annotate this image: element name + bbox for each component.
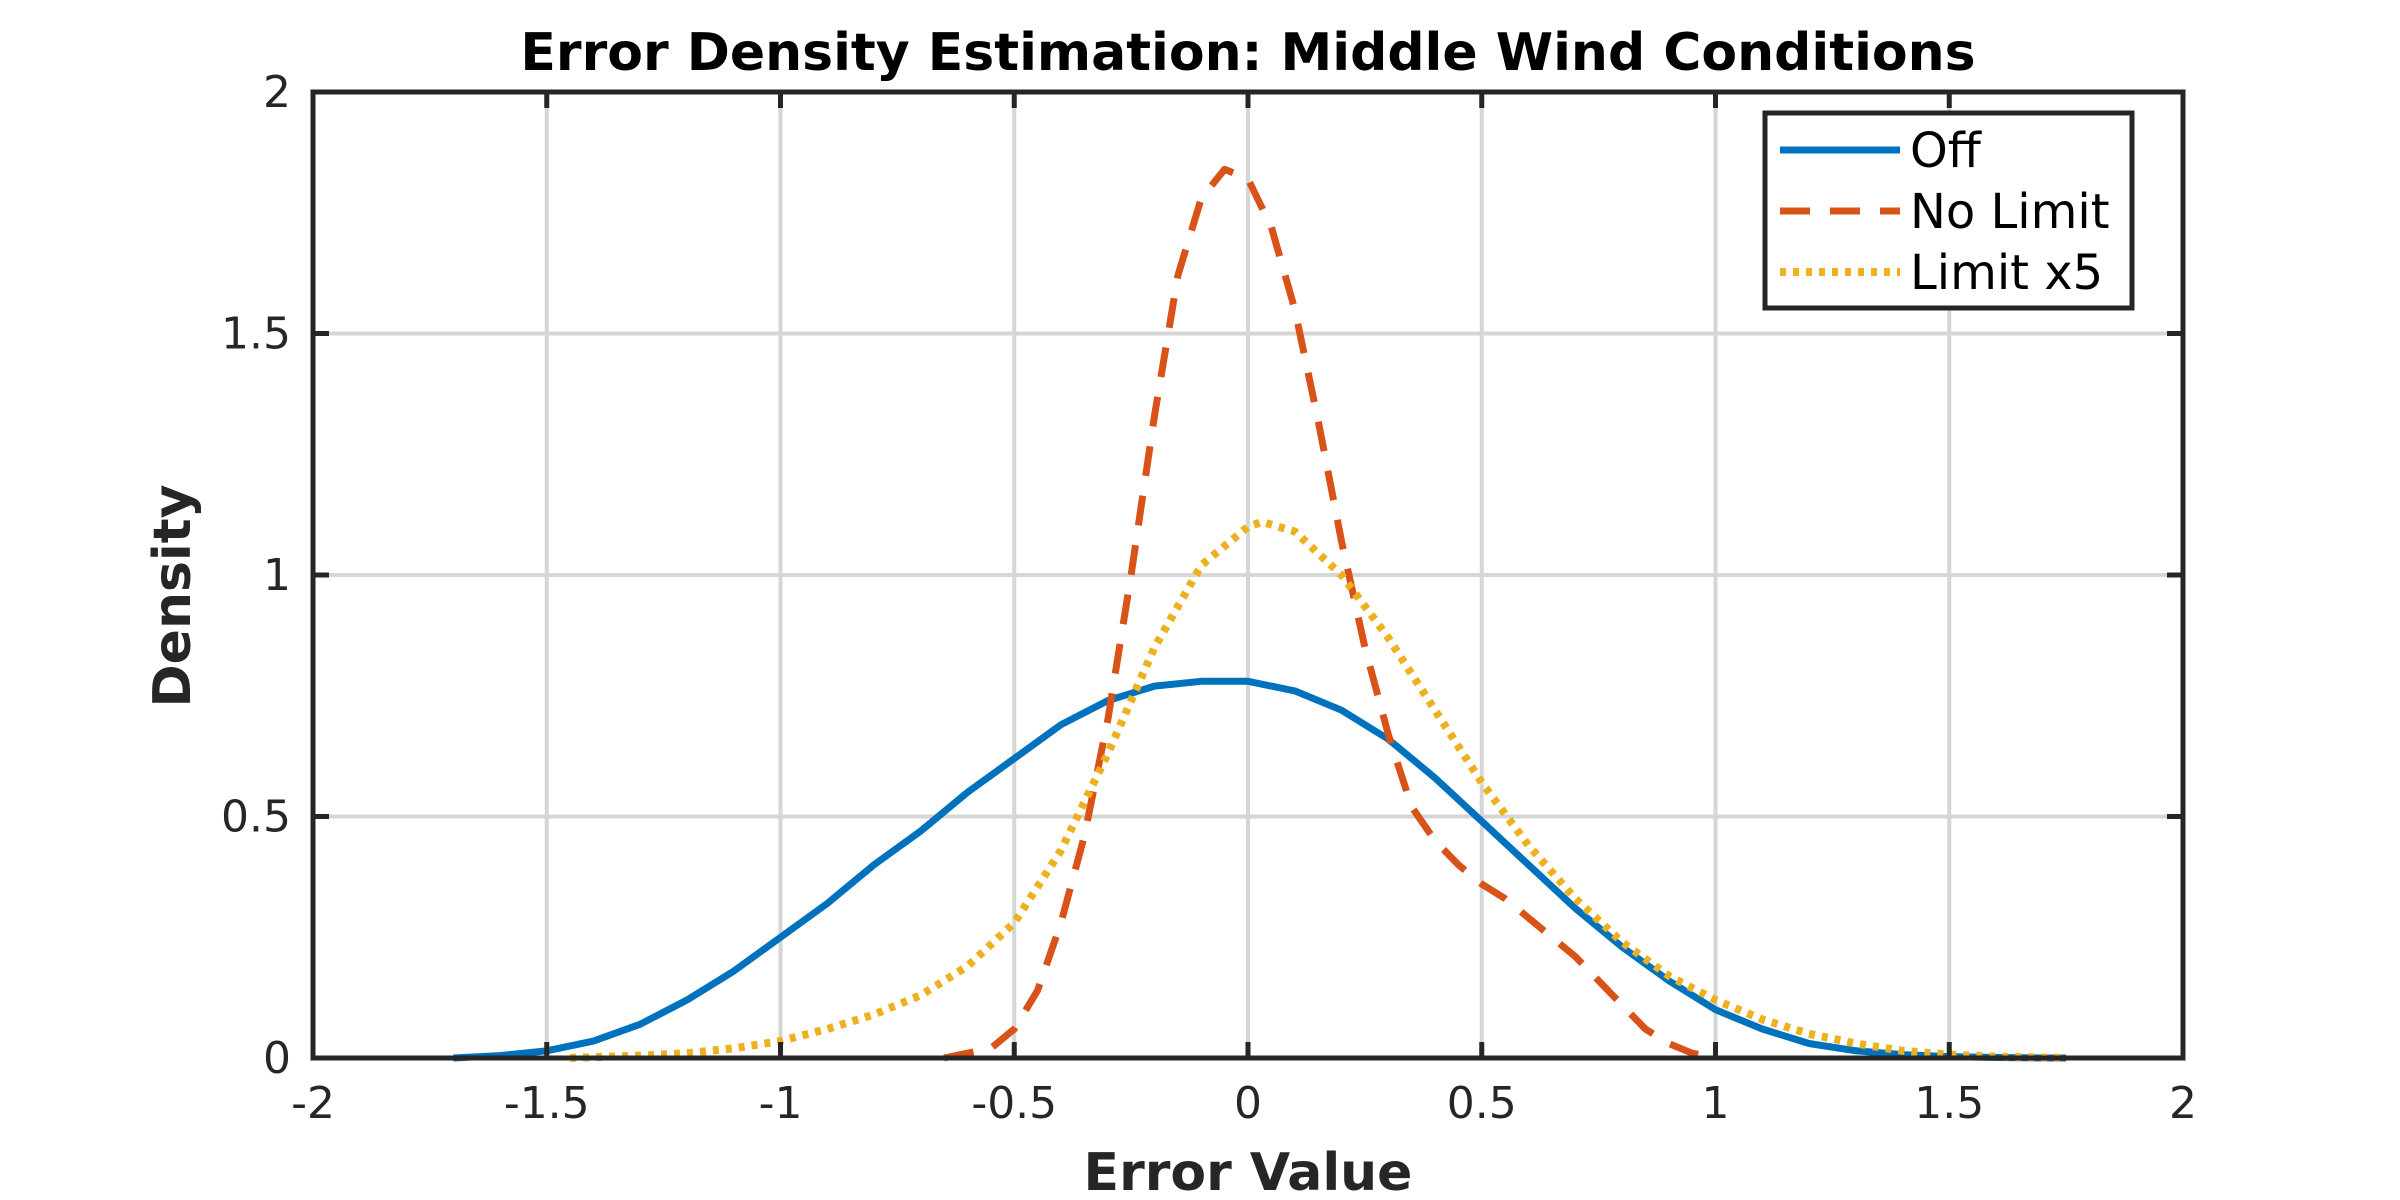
- x-tick-label: 0.5: [1447, 1078, 1517, 1129]
- chart-title: Error Density Estimation: Middle Wind Co…: [520, 23, 1975, 83]
- axes: [310, 89, 2186, 1061]
- x-tick-label: 1: [1702, 1078, 1730, 1129]
- x-tick-label: -2: [291, 1078, 335, 1129]
- y-tick-label: 2: [263, 67, 291, 118]
- x-tick-label: 0: [1234, 1078, 1262, 1129]
- x-tick-label: -1: [759, 1078, 803, 1129]
- grid-lines: [313, 92, 2183, 1058]
- y-tick-label: 0: [263, 1033, 291, 1084]
- y-tick-label: 1.5: [221, 309, 291, 360]
- x-tick-label: -0.5: [971, 1078, 1057, 1129]
- legend-label: Off: [1910, 123, 1982, 179]
- legend-label: No Limit: [1910, 184, 2110, 240]
- x-tick-label: 1.5: [1914, 1078, 1984, 1129]
- x-tick-label: 2: [2169, 1078, 2197, 1129]
- y-tick-label: 0.5: [221, 792, 291, 843]
- series-lines: [453, 165, 2067, 1062]
- series-line-off: [453, 677, 2067, 1062]
- tick-labels: -2 -1.5 -1 -0.5 0 0.5 1 1.5 2 0 0.5 1 1.5 2: [221, 67, 2197, 1129]
- y-axis-label: Density: [143, 485, 203, 708]
- legend-label: Limit x5: [1910, 245, 2103, 301]
- x-tick-label: -1.5: [504, 1078, 590, 1129]
- x-axis-label: Error Value: [1084, 1143, 1413, 1200]
- legend-box: [1762, 110, 2135, 311]
- y-tick-label: 1: [263, 550, 291, 601]
- series-line-no-limit: [943, 165, 1717, 1062]
